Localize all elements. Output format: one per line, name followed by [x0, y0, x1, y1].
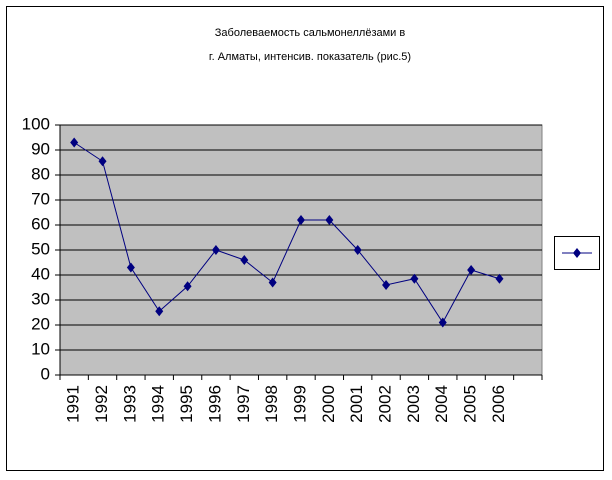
data-point	[155, 306, 164, 317]
data-point	[70, 137, 79, 148]
x-tick-label: 2002	[376, 385, 395, 423]
x-tick-label: 2001	[347, 385, 366, 423]
data-point	[410, 273, 419, 284]
x-tick-label: 2003	[404, 385, 423, 423]
x-tick-label: 1997	[234, 385, 253, 423]
y-tick-label: 0	[41, 364, 50, 383]
data-point	[240, 255, 249, 265]
data-point	[126, 262, 135, 273]
y-tick-label: 60	[31, 214, 50, 233]
data-point	[211, 245, 220, 255]
data-point	[467, 265, 476, 275]
legend-marker	[573, 248, 581, 258]
x-tick-label: 1993	[120, 385, 139, 423]
data-point	[98, 156, 107, 167]
x-tick-label: 1991	[64, 385, 83, 423]
data-point	[353, 245, 362, 255]
data-point	[297, 215, 305, 225]
y-tick-label: 70	[31, 189, 50, 208]
y-tick-label: 100	[22, 114, 50, 133]
x-tick-label: 2000	[319, 385, 338, 423]
x-tick-label: 1996	[205, 385, 224, 423]
y-tick-label: 50	[31, 239, 50, 258]
data-point	[268, 277, 277, 288]
data-point	[382, 280, 391, 290]
y-tick-label: 80	[31, 164, 50, 183]
y-tick-label: 10	[31, 339, 50, 358]
x-tick-label: 1998	[262, 385, 281, 423]
data-point	[183, 281, 192, 292]
data-point	[325, 215, 334, 225]
x-tick-label: 1994	[149, 385, 168, 423]
data-point	[438, 317, 447, 328]
legend	[554, 236, 600, 270]
y-tick-label: 30	[31, 289, 50, 308]
data-point	[495, 273, 504, 284]
x-tick-label: 1999	[290, 385, 309, 423]
x-tick-label: 2005	[461, 385, 480, 423]
series-line	[73, 142, 500, 324]
y-tick-label: 40	[31, 264, 50, 283]
x-tick-label: 1995	[177, 385, 196, 423]
x-tick-label: 2006	[489, 385, 508, 423]
chart-title: Заболеваемость сальмонеллёзами в	[215, 27, 406, 39]
y-tick-label: 20	[31, 314, 50, 333]
x-tick-label: 1992	[92, 385, 111, 423]
y-tick-label: 90	[31, 139, 50, 158]
x-tick-label: 2004	[432, 385, 451, 423]
chart-title: г. Алматы, интенсив. показатель (рис.5)	[209, 51, 411, 63]
